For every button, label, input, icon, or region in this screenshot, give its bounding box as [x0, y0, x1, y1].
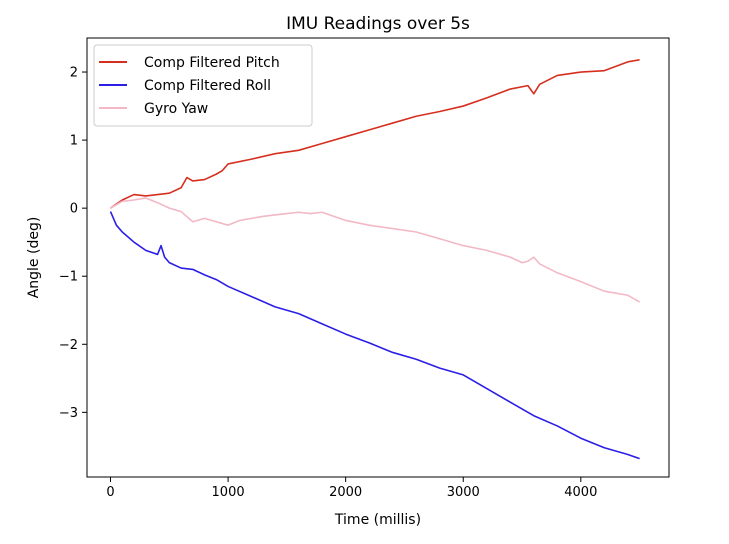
series-line-2 — [110, 197, 641, 303]
y-tick-label: 0 — [70, 202, 78, 217]
y-axis-ticks: 2 1 0 −1 −2 −3 — [59, 66, 87, 421]
series-line-1 — [109, 211, 640, 460]
x-tick-label: 0 — [106, 485, 114, 500]
x-axis-ticks: 0 1000 2000 3000 4000 — [106, 477, 597, 500]
y-tick-label: 1 — [70, 134, 78, 149]
legend: Comp Filtered Pitch Comp Filtered Roll Gyr… — [93, 44, 313, 127]
legend-label-0: Comp Filtered Pitch — [144, 55, 280, 71]
x-tick-label: 4000 — [564, 485, 597, 500]
x-tick-label: 3000 — [447, 485, 480, 500]
plot-area-frame — [86, 37, 670, 478]
legend-box — [93, 44, 313, 127]
y-tick-label: −1 — [59, 270, 78, 285]
series-line-0 — [110, 58, 640, 209]
y-tick-label: −3 — [59, 406, 78, 421]
x-tick-label: 2000 — [329, 485, 362, 500]
y-axis-label: Angle (deg) — [26, 217, 42, 299]
legend-label-1: Comp Filtered Roll — [144, 78, 271, 94]
y-tick-label: 2 — [70, 66, 78, 81]
series-layer — [109, 58, 641, 460]
x-tick-label: 1000 — [212, 485, 245, 500]
legend-label-2: Gyro Yaw — [144, 101, 208, 117]
chart-title: IMU Readings over 5s — [286, 14, 470, 34]
y-tick-label: −2 — [59, 338, 78, 353]
x-axis-label: Time (millis) — [334, 512, 421, 528]
